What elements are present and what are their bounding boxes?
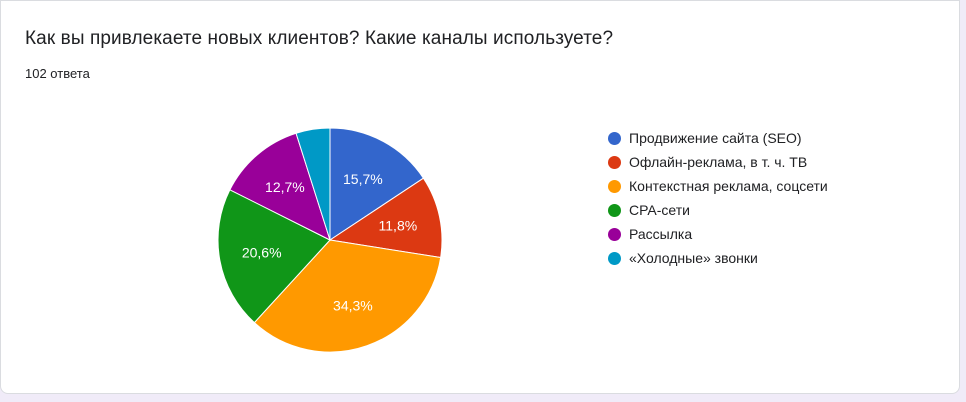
legend-swatch-icon bbox=[608, 131, 621, 145]
legend-item[interactable]: CPA-сети bbox=[608, 198, 828, 222]
legend-label: CPA-сети bbox=[629, 202, 690, 218]
pie-slice[interactable] bbox=[229, 132, 331, 241]
response-count: 102 ответа bbox=[25, 66, 90, 81]
legend-swatch-icon bbox=[608, 227, 621, 241]
slice-value-label: 15,7% bbox=[343, 171, 383, 187]
legend-label: Контекстная реклама, соцсети bbox=[629, 178, 828, 194]
question-title: Как вы привлекаете новых клиентов? Какие… bbox=[25, 28, 614, 49]
legend-item[interactable]: Продвижение сайта (SEO) bbox=[608, 126, 828, 150]
slice-value-label: 34,3% bbox=[333, 298, 373, 314]
question-card: Как вы привлекаете новых клиентов? Какие… bbox=[0, 0, 960, 394]
legend-item[interactable]: Контекстная реклама, соцсети bbox=[608, 174, 828, 198]
pie-slice[interactable] bbox=[329, 127, 425, 241]
legend-label: «Холодные» звонки bbox=[629, 250, 758, 266]
pie-slice[interactable] bbox=[253, 239, 442, 353]
pie-slice[interactable] bbox=[217, 189, 331, 324]
slice-value-label: 11,8% bbox=[379, 217, 418, 233]
legend-label: Рассылка bbox=[629, 226, 693, 242]
legend-item[interactable]: «Холодные» звонки bbox=[608, 246, 828, 270]
legend-swatch-icon bbox=[608, 179, 621, 193]
pie-chart: 15,7% 11,8% 34,3% 20,6% 12,7% bbox=[217, 127, 443, 353]
legend-item[interactable]: Офлайн-реклама, в т. ч. ТВ bbox=[608, 150, 828, 174]
pie-slice[interactable] bbox=[328, 177, 443, 259]
slice-value-label: 12,7% bbox=[265, 179, 305, 195]
slice-value-label: 20,6% bbox=[242, 245, 282, 261]
chart-legend: Продвижение сайта (SEO) Офлайн-реклама, в… bbox=[608, 126, 828, 270]
legend-label: Офлайн-реклама, в т. ч. ТВ bbox=[629, 154, 808, 170]
legend-swatch-icon bbox=[608, 155, 621, 169]
legend-label: Продвижение сайта (SEO) bbox=[629, 130, 802, 146]
legend-item[interactable]: Рассылка bbox=[608, 222, 828, 246]
pie-slice[interactable] bbox=[295, 127, 331, 241]
legend-swatch-icon bbox=[608, 251, 621, 265]
legend-swatch-icon bbox=[608, 203, 621, 217]
